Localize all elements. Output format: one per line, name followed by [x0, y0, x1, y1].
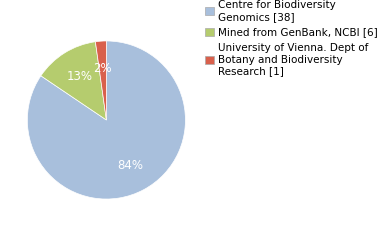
Text: 2%: 2%: [93, 62, 112, 75]
Wedge shape: [95, 41, 106, 120]
Wedge shape: [27, 41, 185, 199]
Wedge shape: [41, 42, 106, 120]
Text: 84%: 84%: [117, 159, 144, 172]
Legend: Centre for Biodiversity
Genomics [38], Mined from GenBank, NCBI [6], University : Centre for Biodiversity Genomics [38], M…: [205, 0, 378, 76]
Text: 13%: 13%: [66, 70, 92, 83]
